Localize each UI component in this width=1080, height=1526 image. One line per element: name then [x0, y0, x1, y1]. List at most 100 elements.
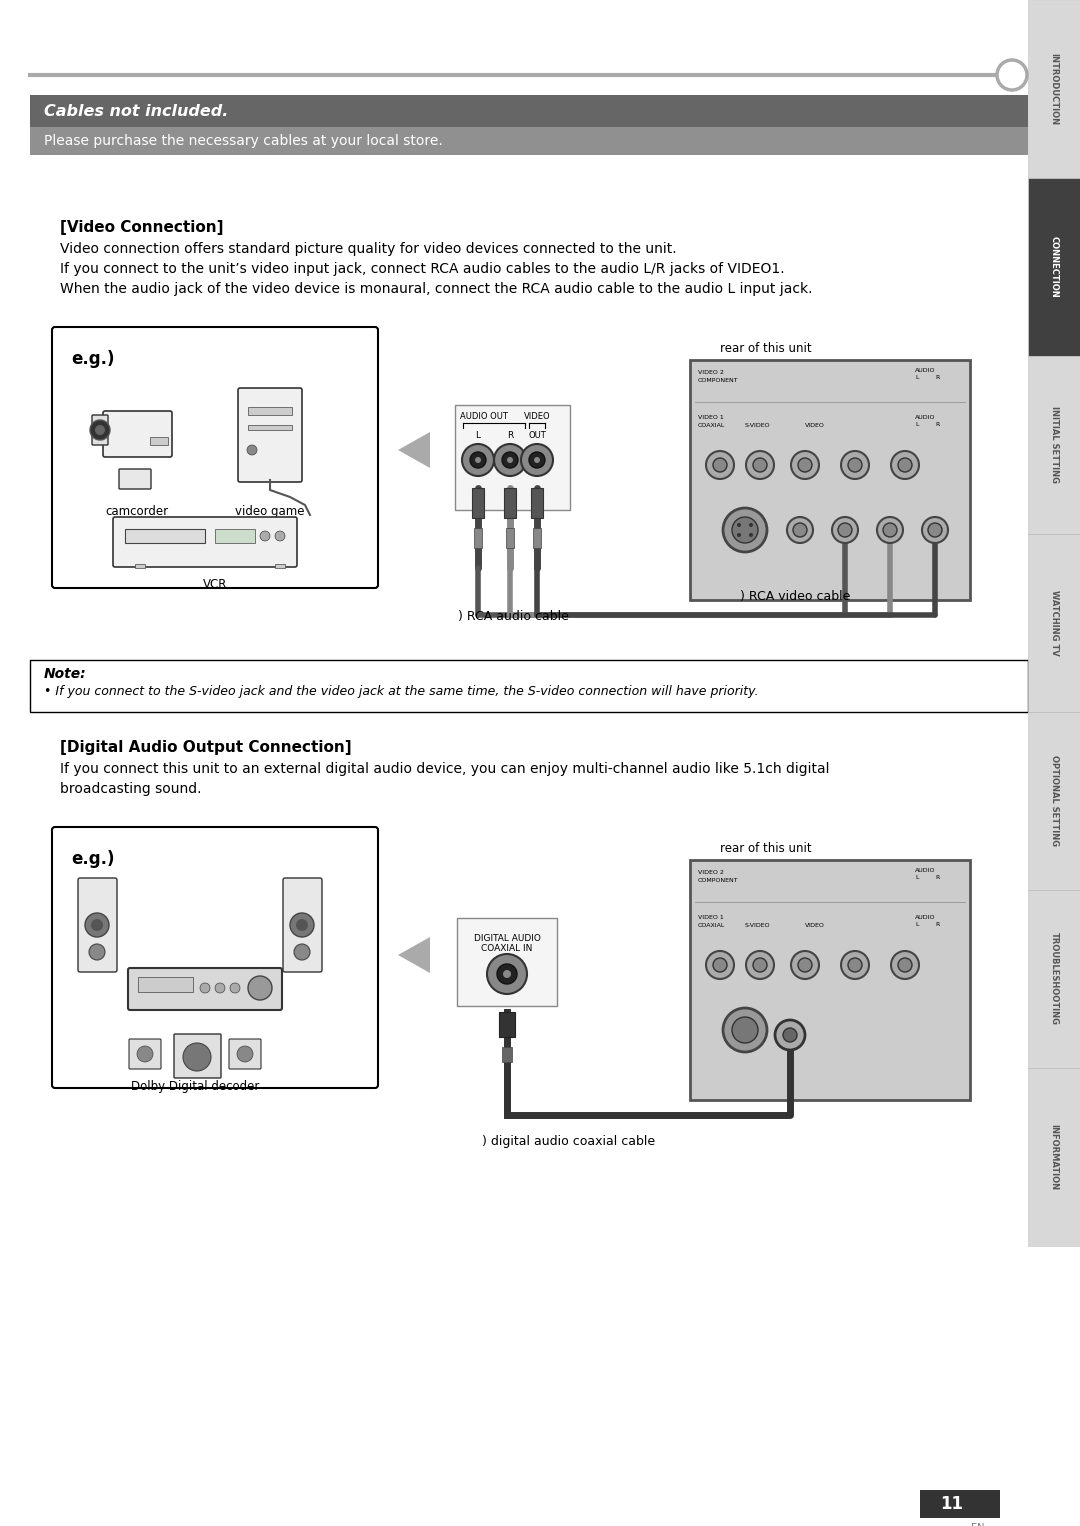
Circle shape	[753, 458, 767, 472]
Bar	[507, 528, 514, 548]
Circle shape	[248, 977, 272, 1000]
Circle shape	[497, 964, 517, 984]
Circle shape	[247, 446, 257, 455]
FancyBboxPatch shape	[30, 661, 1028, 713]
Text: [Video Connection]: [Video Connection]	[60, 220, 224, 235]
Bar	[30, 127, 1028, 156]
Circle shape	[230, 983, 240, 993]
Bar	[690, 360, 970, 600]
Text: AUDIO: AUDIO	[915, 368, 935, 372]
Text: L: L	[475, 430, 481, 439]
Text: DIGITAL AUDIO
COAXIAL IN: DIGITAL AUDIO COAXIAL IN	[473, 934, 540, 954]
Text: L: L	[915, 874, 918, 881]
Text: S-VIDEO: S-VIDEO	[745, 923, 771, 928]
Bar	[472, 488, 484, 517]
Circle shape	[90, 420, 110, 439]
Bar	[248, 426, 292, 430]
Circle shape	[793, 523, 807, 537]
Circle shape	[798, 458, 812, 472]
Circle shape	[291, 913, 314, 937]
Text: rear of this unit: rear of this unit	[720, 842, 812, 855]
Text: R: R	[935, 922, 940, 926]
Bar	[502, 1047, 512, 1062]
Circle shape	[470, 452, 486, 468]
FancyBboxPatch shape	[238, 388, 302, 482]
Text: EN: EN	[971, 1523, 985, 1526]
Circle shape	[848, 458, 862, 472]
Bar	[1028, 890, 1080, 1068]
Circle shape	[746, 452, 774, 479]
Circle shape	[507, 456, 513, 462]
Text: AUDIO: AUDIO	[915, 868, 935, 873]
Text: R: R	[935, 375, 940, 380]
FancyBboxPatch shape	[103, 410, 172, 456]
Bar	[150, 436, 168, 446]
Circle shape	[529, 452, 545, 468]
Bar	[125, 530, 205, 543]
Circle shape	[487, 954, 527, 993]
Bar	[275, 565, 285, 568]
Circle shape	[848, 958, 862, 972]
Bar	[1028, 534, 1080, 713]
Circle shape	[706, 452, 734, 479]
Circle shape	[89, 945, 105, 960]
Circle shape	[798, 958, 812, 972]
Bar	[1028, 356, 1080, 534]
Text: INITIAL SETTING: INITIAL SETTING	[1050, 406, 1058, 484]
Circle shape	[723, 1009, 767, 1051]
Text: broadcasting sound.: broadcasting sound.	[60, 781, 202, 797]
Text: VIDEO 2: VIDEO 2	[698, 369, 724, 375]
Polygon shape	[399, 432, 430, 468]
Text: VIDEO: VIDEO	[524, 412, 551, 421]
Text: ) RCA video cable: ) RCA video cable	[740, 591, 850, 603]
Circle shape	[791, 951, 819, 980]
Circle shape	[737, 523, 741, 526]
Text: video game: video game	[235, 505, 305, 517]
Circle shape	[95, 426, 105, 435]
Text: R: R	[935, 874, 940, 881]
Text: COMPONENT: COMPONENT	[698, 378, 739, 383]
Bar	[30, 95, 1028, 127]
Text: If you connect this unit to an external digital audio device, you can enjoy mult: If you connect this unit to an external …	[60, 761, 829, 777]
Bar	[504, 488, 516, 517]
FancyBboxPatch shape	[283, 877, 322, 972]
Circle shape	[791, 452, 819, 479]
Text: camcorder: camcorder	[106, 505, 168, 517]
Text: S-VIDEO: S-VIDEO	[745, 423, 771, 427]
Bar	[215, 530, 255, 543]
Bar	[1028, 713, 1080, 890]
Circle shape	[883, 523, 897, 537]
Text: 11: 11	[941, 1495, 963, 1512]
Circle shape	[787, 517, 813, 543]
Circle shape	[183, 1042, 211, 1071]
Circle shape	[753, 958, 767, 972]
Circle shape	[706, 951, 734, 980]
Text: INTRODUCTION: INTRODUCTION	[1050, 53, 1058, 125]
FancyBboxPatch shape	[457, 919, 557, 1006]
Text: • If you connect to the S-video jack and the video jack at the same time, the S-: • If you connect to the S-video jack and…	[44, 685, 758, 697]
Text: VIDEO: VIDEO	[805, 423, 825, 427]
Circle shape	[494, 444, 526, 476]
FancyBboxPatch shape	[129, 1039, 161, 1070]
FancyBboxPatch shape	[52, 327, 378, 588]
Circle shape	[503, 971, 511, 978]
FancyBboxPatch shape	[78, 877, 117, 972]
Bar	[1028, 179, 1080, 356]
Circle shape	[832, 517, 858, 543]
Text: WATCHING TV: WATCHING TV	[1050, 591, 1058, 656]
Bar	[920, 1489, 1000, 1518]
FancyBboxPatch shape	[119, 468, 151, 488]
Text: [Digital Audio Output Connection]: [Digital Audio Output Connection]	[60, 740, 352, 755]
Circle shape	[897, 458, 912, 472]
Circle shape	[928, 523, 942, 537]
FancyBboxPatch shape	[52, 827, 378, 1088]
Bar	[474, 528, 482, 548]
Text: AUDIO: AUDIO	[915, 916, 935, 920]
Circle shape	[534, 456, 540, 462]
Text: e.g.): e.g.)	[71, 349, 114, 368]
Circle shape	[746, 951, 774, 980]
Circle shape	[841, 452, 869, 479]
Text: rear of this unit: rear of this unit	[720, 342, 812, 356]
Text: Video connection offers standard picture quality for video devices connected to : Video connection offers standard picture…	[60, 243, 677, 256]
Text: COAXIAL: COAXIAL	[698, 923, 726, 928]
